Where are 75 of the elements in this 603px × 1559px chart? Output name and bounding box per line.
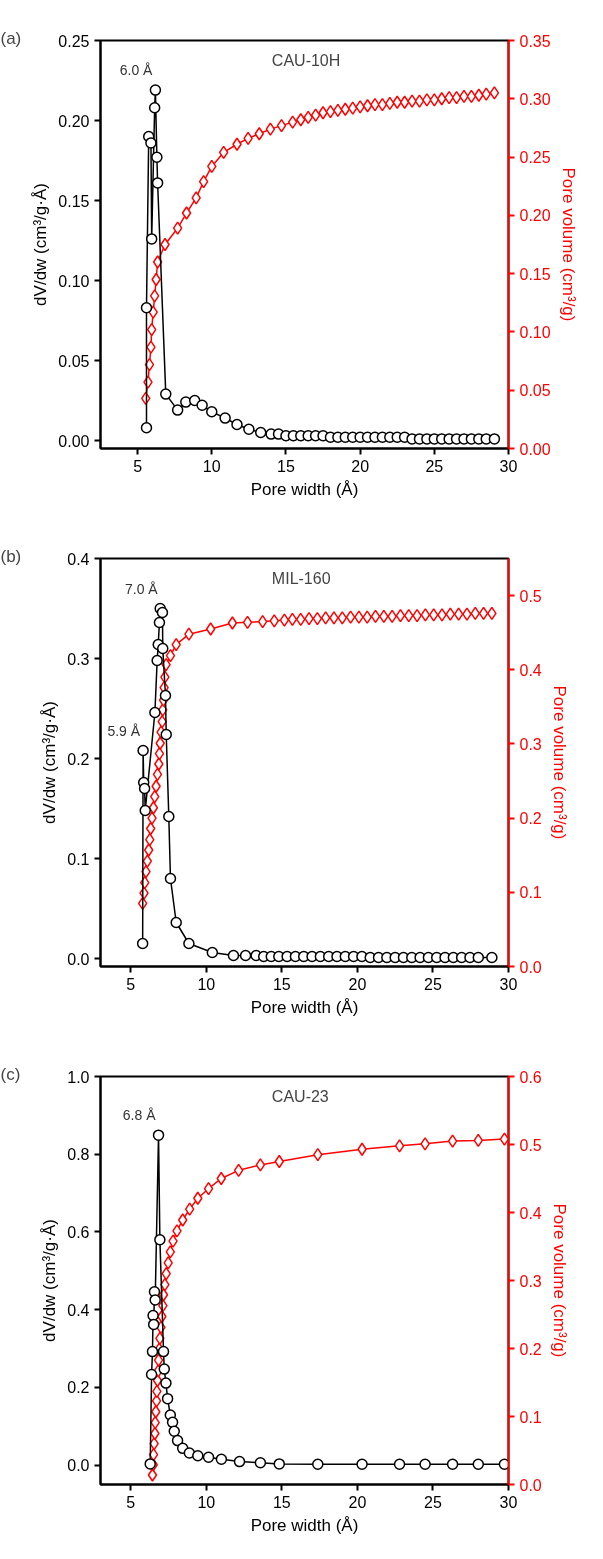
x-tick-label: 15 bbox=[272, 975, 291, 993]
y2-tick-label: 0.15 bbox=[519, 265, 551, 283]
annotation: 6.0 Å bbox=[119, 62, 154, 79]
x-tick-label: 30 bbox=[499, 1493, 518, 1511]
y-tick-label: 0.20 bbox=[58, 112, 90, 130]
y-axis-title: dV/dw (cm³/g·Å) bbox=[31, 183, 51, 306]
y2-tick-label: 0.3 bbox=[519, 735, 542, 753]
x-axis-title: Pore width (Å) bbox=[250, 997, 359, 1017]
y-tick-label: 0.8 bbox=[67, 1146, 90, 1164]
y-tick-label: 0.1 bbox=[67, 850, 90, 868]
y-tick-label: 0.15 bbox=[58, 192, 90, 210]
y2-tick-label: 0.0 bbox=[519, 1476, 542, 1494]
y2-axis-title: Pore volume (cm³/g) bbox=[549, 685, 569, 840]
x-axis-title: Pore width (Å) bbox=[250, 479, 359, 499]
y2-tick-label: 0.5 bbox=[519, 587, 542, 605]
y2-tick-label: 0.3 bbox=[519, 1272, 542, 1290]
y-tick-label: 1.0 bbox=[67, 1068, 90, 1086]
y-tick-label: 0.25 bbox=[58, 32, 90, 50]
annotation: 6.8 Å bbox=[122, 1107, 157, 1124]
y2-tick-label: 0.4 bbox=[519, 661, 542, 679]
annotation: 5.9 Å bbox=[107, 722, 141, 739]
y-tick-label: 0.05 bbox=[58, 352, 90, 370]
y-tick-label: 0.0 bbox=[67, 1457, 90, 1475]
annotation: 7.0 Å bbox=[124, 580, 159, 597]
y-tick-label: 0.2 bbox=[67, 1379, 90, 1397]
x-tick-label: 30 bbox=[499, 975, 518, 993]
x-tick-label: 25 bbox=[424, 1493, 442, 1511]
x-tick-label: 10 bbox=[197, 1493, 216, 1511]
x-tick-label: 5 bbox=[133, 457, 143, 475]
y2-tick-label: 0.5 bbox=[519, 1136, 542, 1154]
x-tick-label: 10 bbox=[197, 975, 216, 993]
annotation: CAU-23 bbox=[271, 1088, 329, 1106]
y2-tick-label: 0.6 bbox=[519, 1068, 542, 1086]
y-tick-label: 0.4 bbox=[67, 1301, 90, 1319]
y-axis-title: dV/dw (cm³/g·Å) bbox=[40, 701, 60, 824]
y-tick-label: 0.2 bbox=[67, 750, 90, 768]
annotation: MIL-160 bbox=[271, 570, 331, 588]
y-tick-label: 0.6 bbox=[67, 1223, 90, 1241]
x-tick-label: 20 bbox=[351, 457, 370, 475]
y-tick-label: 0.4 bbox=[67, 550, 90, 568]
x-tick-label: 5 bbox=[126, 975, 136, 993]
y2-tick-label: 0.35 bbox=[519, 32, 551, 50]
x-tick-label: 15 bbox=[277, 457, 295, 475]
y2-tick-label: 0.2 bbox=[519, 810, 542, 828]
y2-tick-label: 0.4 bbox=[519, 1204, 542, 1222]
y2-tick-label: 0.05 bbox=[519, 382, 551, 400]
y2-tick-label: 0.2 bbox=[519, 1340, 542, 1358]
y2-tick-label: 0.1 bbox=[519, 1408, 542, 1426]
y2-tick-label: 0.0 bbox=[519, 958, 542, 976]
y2-tick-label: 0.30 bbox=[519, 90, 551, 108]
y-tick-label: 0.3 bbox=[67, 650, 90, 668]
y2-axis-title: Pore volume (cm³/g) bbox=[549, 1203, 569, 1358]
x-axis-title: Pore width (Å) bbox=[250, 1515, 359, 1535]
y2-tick-label: 0.1 bbox=[519, 884, 542, 902]
x-tick-label: 25 bbox=[424, 975, 442, 993]
x-tick-label: 15 bbox=[272, 1493, 291, 1511]
x-tick-label: 20 bbox=[348, 975, 367, 993]
y-tick-label: 0.10 bbox=[58, 272, 90, 290]
y-axis-title: dV/dw (cm³/g·Å) bbox=[40, 1219, 60, 1342]
y2-tick-label: 0.00 bbox=[519, 440, 551, 458]
chart-title: (b) bbox=[0, 546, 22, 566]
y2-tick-label: 0.25 bbox=[519, 149, 551, 167]
x-tick-label: 25 bbox=[425, 457, 444, 475]
x-tick-label: 20 bbox=[348, 1493, 367, 1511]
x-tick-label: 30 bbox=[499, 457, 518, 475]
y2-tick-label: 0.20 bbox=[519, 207, 551, 225]
y2-tick-label: 0.10 bbox=[519, 323, 551, 341]
x-tick-label: 5 bbox=[126, 1493, 136, 1511]
y-tick-label: 0.00 bbox=[58, 432, 90, 450]
y-tick-label: 0.0 bbox=[67, 950, 90, 968]
chart-title: (c) bbox=[0, 1064, 21, 1084]
y2-axis-title: Pore volume (cm³/g) bbox=[558, 167, 578, 322]
chart-title: (a) bbox=[0, 28, 22, 48]
x-tick-label: 10 bbox=[202, 457, 221, 475]
annotation: CAU-10H bbox=[271, 52, 341, 70]
